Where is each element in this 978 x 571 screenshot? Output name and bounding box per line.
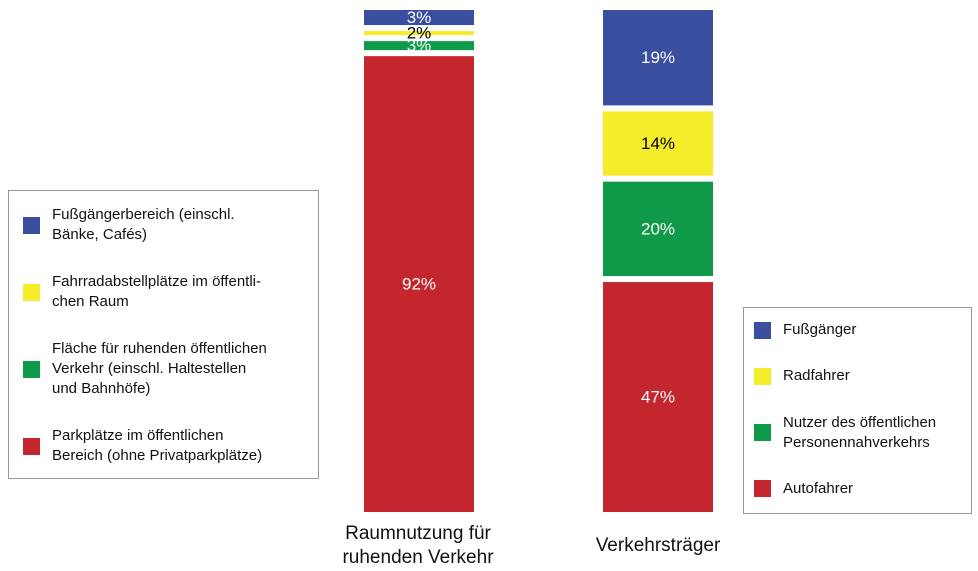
value-label: 47% [641, 388, 675, 407]
value-label: 14% [641, 134, 675, 153]
legend-swatch [754, 367, 771, 385]
legend-swatch [23, 216, 40, 234]
legend-swatch [754, 480, 771, 498]
legend-item: Autofahrer [754, 479, 961, 499]
value-label: 3% [407, 36, 432, 55]
legend-item: Fußgänger [754, 320, 961, 340]
legend: Fußgänger Radfahrer Nutzer des öffentliche… [743, 307, 972, 514]
bar-segment [603, 10, 713, 106]
bar-segment [603, 111, 713, 176]
value-label: 2% [407, 24, 432, 43]
legend-label: Fahrradabstellplätze im öffentli- chen R… [52, 273, 261, 310]
bar-segment [364, 56, 474, 512]
bar-segment [364, 41, 474, 51]
category-label: Raumnutzung für ruhenden Verkehr [342, 523, 494, 568]
legend-item: Fußgängerbereich (einschl. Bänke, Cafés) [23, 205, 308, 245]
value-label: 92% [402, 275, 436, 294]
legend-label: Fußgängerbereich (einschl. Bänke, Cafés) [52, 206, 235, 243]
legend-swatch [23, 437, 40, 455]
bar-segment [603, 282, 713, 512]
legend-label: Autofahrer [783, 479, 854, 497]
bar-segment [603, 181, 713, 277]
bar-segment [364, 31, 474, 36]
value-label: 3% [407, 8, 432, 27]
bar-segment [364, 10, 474, 26]
legend: Fußgängerbereich (einschl. Bänke, Cafés)… [8, 190, 319, 479]
legend-swatch [23, 360, 40, 378]
legend-swatch [754, 321, 771, 339]
legend-label: Fußgänger [783, 321, 857, 338]
legend-swatch [23, 283, 40, 301]
legend-label: Fläche für ruhenden öffentlichen Verkehr… [52, 340, 267, 397]
legend-label: Parkplätze im öffentlichen Bereich (ohne… [52, 427, 263, 464]
legend-swatch [754, 424, 771, 442]
value-label: 20% [641, 219, 675, 238]
legend-label: Nutzer des öffentlichen Personennahverke… [783, 413, 937, 451]
legend-item: Fläche für ruhenden öffentlichen Verkehr… [23, 339, 308, 399]
legend-label: Radfahrer [783, 367, 850, 385]
legend-item: Nutzer des öffentlichen Personennahverke… [754, 413, 961, 453]
category-label: Verkehrsträger [595, 535, 721, 556]
legend-item: Parkplätze im öffentlichen Bereich (ohne… [23, 426, 308, 466]
legend-item: Radfahrer [754, 366, 961, 386]
legend-item: Fahrradabstellplätze im öffentli- chen R… [23, 272, 308, 312]
value-label: 19% [641, 48, 675, 67]
